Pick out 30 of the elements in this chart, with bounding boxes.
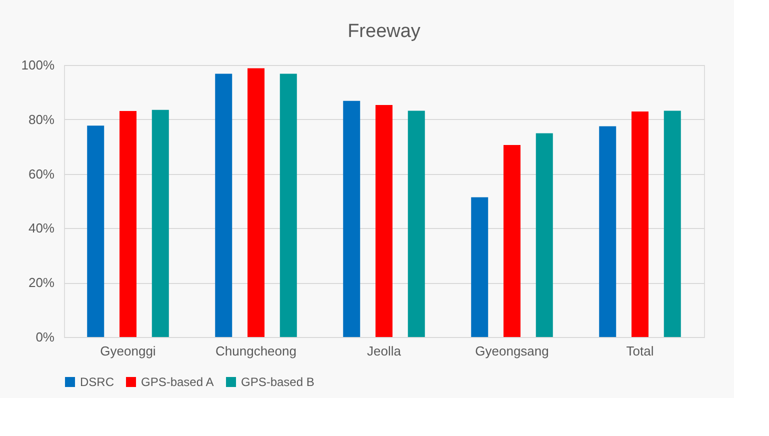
bar: [215, 74, 232, 337]
bar: [343, 100, 360, 337]
bar: [664, 110, 681, 337]
legend-label: DSRC: [80, 375, 114, 389]
bar: [248, 68, 264, 337]
legend-label: GPS-based A: [141, 375, 214, 389]
bar: [632, 112, 648, 337]
bar: [376, 104, 392, 337]
bar: [536, 133, 553, 337]
x-tick-label: Total: [626, 344, 654, 358]
bar: [120, 110, 136, 337]
y-tick-label: 0%: [36, 330, 55, 344]
bar: [504, 144, 520, 337]
y-tick-label: 40%: [28, 220, 55, 236]
y-tick-label: 20%: [28, 275, 55, 290]
y-tick-label: 100%: [21, 58, 55, 72]
x-tick-label: Gyeongsang: [475, 344, 549, 358]
bar: [87, 126, 104, 337]
bar: [599, 126, 616, 337]
x-tick-label: Jeolla: [367, 344, 402, 358]
bar: [280, 74, 297, 337]
bar: [152, 110, 169, 337]
bar: [408, 110, 425, 337]
y-tick-label: 80%: [28, 112, 55, 127]
bar: [471, 197, 488, 337]
x-tick-label: Gyeonggi: [100, 344, 156, 358]
legend-label: GPS-based B: [241, 375, 314, 389]
y-tick-label: 60%: [28, 166, 55, 182]
x-tick-label: Chungcheong: [216, 344, 296, 358]
chart-title: Freeway: [348, 21, 421, 42]
